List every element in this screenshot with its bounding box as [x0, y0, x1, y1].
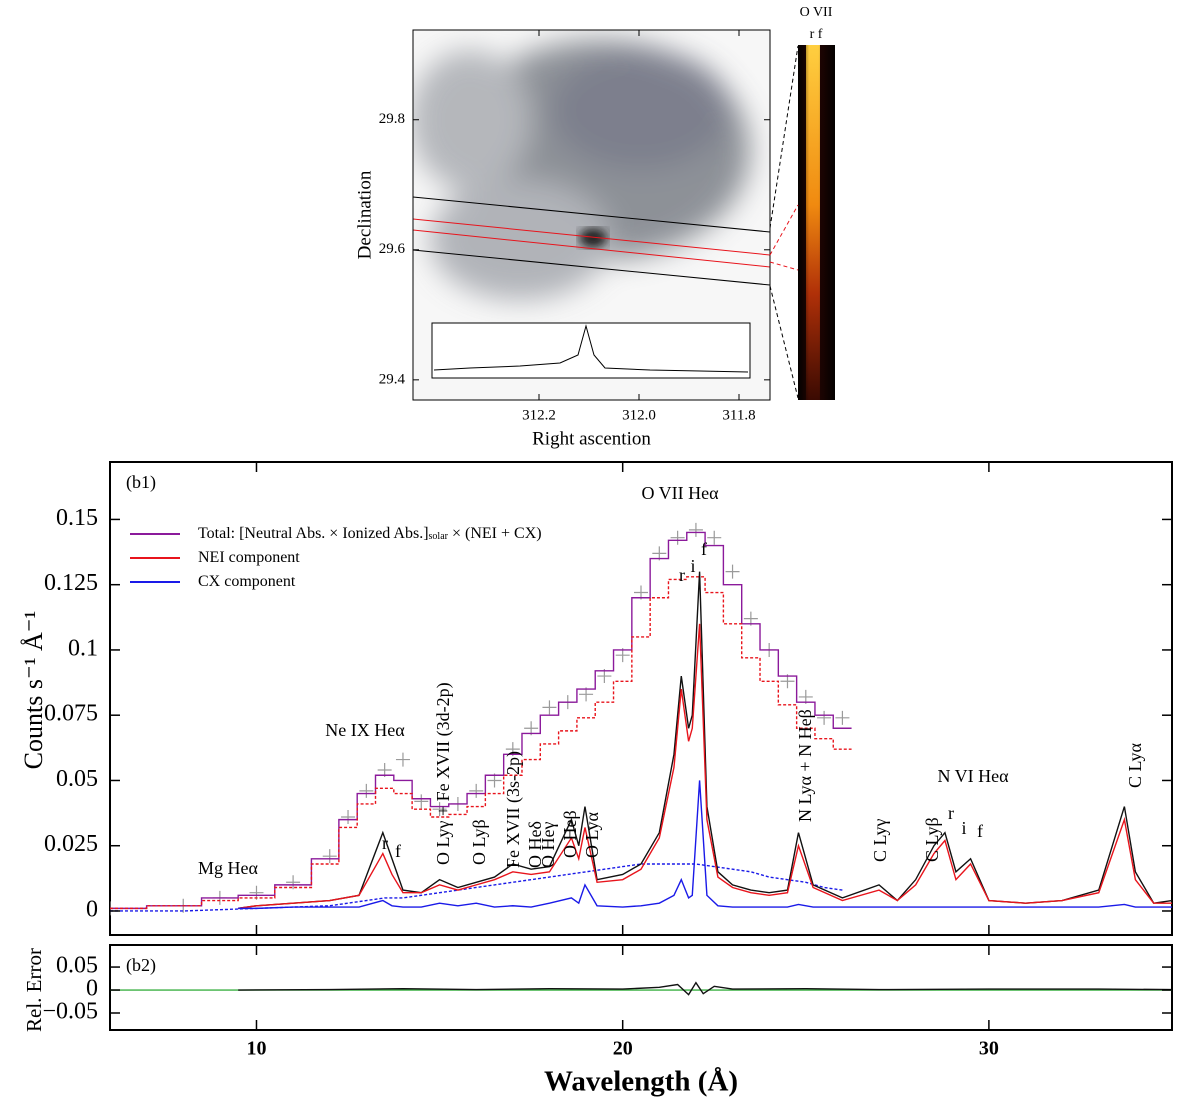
annotation: C Lyγ — [870, 818, 890, 862]
y-tick-label: 29.8 — [379, 111, 405, 127]
data-point — [341, 810, 356, 825]
legend-text: NEI component — [198, 549, 300, 566]
x-axis-label: Right ascention — [532, 428, 651, 449]
residual-frame — [109, 944, 1173, 1031]
y-tick-label: 29.4 — [379, 371, 406, 387]
y-tick-label: 0.15 — [56, 505, 98, 531]
annotation: C Lyβ — [922, 817, 942, 862]
plot-area — [110, 522, 1172, 916]
annotation: f — [395, 841, 401, 861]
y-tick-label: 29.6 — [379, 241, 406, 257]
strip-label: O VII — [800, 5, 833, 20]
y-axis-label: Declination — [354, 170, 375, 259]
x-tick-label: 10 — [246, 1038, 266, 1060]
spectrum-frame — [109, 461, 1173, 936]
data-point — [322, 849, 337, 864]
data-point — [286, 875, 301, 890]
y-tick-label: 0.05 — [56, 766, 98, 792]
x-tick-label: 30 — [979, 1038, 999, 1060]
data-point — [725, 564, 740, 579]
annotation: r — [948, 803, 954, 823]
series-line — [238, 981, 1172, 996]
annotation: f — [977, 821, 983, 841]
legend-text: solar — [429, 531, 449, 542]
connector — [769, 285, 799, 399]
y-tick-label: 0.125 — [44, 570, 98, 596]
annotation: N Lyα + N Heβ — [795, 709, 815, 822]
annotation: Ne IX Heα — [325, 720, 405, 740]
data-point — [688, 522, 703, 537]
data-point — [707, 530, 722, 545]
series-line — [238, 623, 1172, 910]
data-point — [414, 794, 429, 809]
strip-lines: r f — [810, 27, 823, 42]
series-line — [110, 863, 843, 912]
annotation: O Lyγ + Fe XVII (3d-2p) — [433, 682, 454, 865]
annotation: f — [701, 539, 707, 559]
sky-image — [413, 30, 770, 400]
plot-area — [110, 981, 1172, 996]
annotation: C Lyα — [1125, 742, 1145, 788]
data-point — [542, 700, 557, 715]
data-point — [670, 530, 685, 545]
annotation: r — [382, 833, 388, 853]
annotation: i — [690, 556, 695, 576]
legend-label: CX component — [198, 573, 296, 590]
image-frame — [412, 29, 771, 401]
annotation: O Lyα — [582, 811, 602, 858]
y-axis-label: Counts s⁻¹ Å⁻¹ — [19, 611, 48, 770]
y-tick-label: 0.05 — [56, 953, 98, 979]
legend-label: Total: [Neutral Abs. × Ionized Abs.]sola… — [198, 525, 542, 543]
data-point — [835, 710, 850, 725]
annotation: Fe XVII (3s-2p) — [503, 751, 524, 868]
y-tick-label: 0 — [86, 896, 98, 922]
annotation: O Lyβ — [469, 819, 489, 865]
panel-label: (b2) — [126, 955, 156, 976]
data-point — [817, 710, 832, 725]
y-tick-label: −0.05 — [42, 999, 98, 1025]
annotation: O Heγ — [538, 822, 558, 868]
series-line — [238, 780, 1172, 910]
y-tick-label: 0.1 — [68, 635, 98, 661]
legend-text: CX component — [198, 573, 296, 590]
legend-text: × (NEI + CX) — [448, 525, 542, 542]
data-point — [395, 752, 410, 767]
annotation: O Heδ — [525, 821, 545, 868]
y-tick-label: 0.025 — [44, 831, 98, 857]
connector — [769, 261, 799, 271]
connector — [769, 204, 799, 256]
annotation: O VII Heα — [641, 483, 719, 503]
x-tick-label: 312.0 — [622, 407, 656, 423]
x-tick-label: 312.2 — [522, 407, 556, 423]
legend-text: Total: [Neutral Abs. × Ionized Abs.] — [198, 525, 429, 542]
series-line — [238, 571, 1172, 910]
annotation: O Heβ — [560, 810, 580, 858]
x-axis-label: Wavelength (Å) — [544, 1066, 738, 1098]
y-tick-label: 0.075 — [44, 701, 98, 727]
spectrum-strip-shade — [798, 45, 835, 400]
annotation: N VI Heα — [937, 766, 1009, 786]
annotation: Mg Heα — [198, 858, 258, 878]
data-point — [469, 783, 484, 798]
x-tick-label: 311.8 — [722, 407, 755, 423]
data-point — [432, 802, 447, 817]
x-tick-label: 20 — [613, 1038, 633, 1060]
connector — [769, 45, 799, 229]
y-axis-label: Rel. Error — [22, 948, 46, 1032]
series-line — [110, 576, 852, 910]
data-point — [359, 783, 374, 798]
annotation: i — [961, 818, 966, 838]
y-tick-label: 0 — [86, 976, 98, 1002]
panel-label: (b1) — [126, 472, 156, 493]
legend-label: NEI component — [198, 549, 300, 566]
annotation: r — [679, 565, 685, 585]
